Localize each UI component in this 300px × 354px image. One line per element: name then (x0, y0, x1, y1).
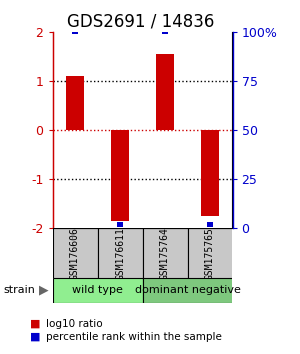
Bar (52, 278, 142, 303)
Bar (162, 29, 168, 34)
Bar (207, 222, 213, 227)
Bar (72, 29, 78, 34)
Text: percentile rank within the sample: percentile rank within the sample (46, 332, 222, 342)
Text: GSM176611: GSM176611 (115, 227, 125, 280)
Bar (98, 228, 142, 278)
Text: ■: ■ (30, 332, 40, 342)
Bar (67, 76, 84, 130)
Bar (188, 228, 232, 278)
Text: GSM175764: GSM175764 (160, 227, 170, 280)
Text: GSM175765: GSM175765 (205, 227, 215, 280)
Bar (142, 228, 188, 278)
Text: ■: ■ (30, 319, 40, 329)
Text: dominant negative: dominant negative (135, 285, 240, 295)
Text: wild type: wild type (72, 285, 123, 295)
Bar (202, 130, 218, 216)
Text: ▶: ▶ (39, 284, 48, 297)
Text: log10 ratio: log10 ratio (46, 319, 103, 329)
Bar (117, 222, 123, 227)
Bar (112, 130, 129, 221)
Text: GDS2691 / 14836: GDS2691 / 14836 (67, 12, 215, 30)
Bar (157, 54, 173, 130)
Text: strain: strain (3, 285, 35, 295)
Bar (142, 278, 232, 303)
Text: GSM176606: GSM176606 (70, 227, 80, 280)
Bar (52, 228, 98, 278)
